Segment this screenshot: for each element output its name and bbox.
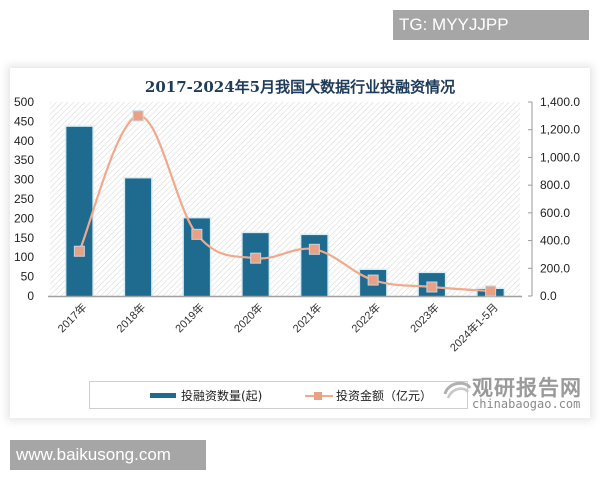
right-axis-tick: 1,400.0 (540, 95, 580, 109)
x-axis-tick: 2022年 (348, 300, 383, 335)
left-y-axis: 0 50 100 150 200 250 300 350 400 450 500 (14, 95, 34, 303)
tg-watermark-badge: TG: MYYJJPP (393, 10, 589, 40)
left-axis-tick: 0 (27, 289, 34, 303)
line-marker (73, 245, 85, 257)
left-axis-tick: 450 (14, 114, 34, 128)
bar (125, 178, 152, 296)
left-axis-tick: 150 (14, 231, 34, 245)
line-marker (308, 243, 320, 255)
left-axis-tick: 200 (14, 211, 34, 225)
line-marker (485, 285, 497, 297)
watermark-en-text: chinabaogao.com (472, 397, 581, 411)
site-watermark-badge: www.baikusong.com (10, 440, 206, 470)
line-marker (426, 281, 438, 293)
left-axis-tick: 50 (21, 270, 35, 284)
right-y-axis: 0.0 200.0 400.0 600.0 800.0 1,000.0 1,200.0 1,4… (528, 95, 580, 303)
chinabaogao-watermark: 观研报告网 chinabaogao.com (442, 372, 592, 412)
left-axis-tick: 400 (14, 134, 34, 148)
x-axis-tick: 2017年 (55, 300, 90, 335)
legend-bar-label: 投融资数量(起) (181, 389, 263, 403)
line-marker (191, 228, 203, 240)
right-axis-tick: 0.0 (540, 289, 557, 303)
right-axis-tick: 400.0 (540, 234, 570, 248)
x-axis-tick: 2018年 (113, 300, 148, 335)
left-axis-tick: 350 (14, 153, 34, 167)
left-axis-tick: 250 (14, 192, 34, 206)
x-axis-tick: 2023年 (407, 300, 442, 335)
legend-item-line: 投资金额（亿元） (305, 387, 432, 404)
chinabaogao-logo-icon (443, 381, 472, 399)
left-axis-tick: 300 (14, 173, 34, 187)
legend-item-bar: 投融资数量(起) (150, 387, 262, 404)
line-markers (73, 110, 497, 297)
legend-line-label: 投资金额（亿元） (336, 389, 433, 403)
bar (242, 233, 269, 296)
line-marker (367, 274, 379, 286)
chart-title: 2017-2024年5月我国大数据行业投融资情况 (144, 78, 456, 96)
line-marker (132, 110, 144, 122)
right-axis-tick: 600.0 (540, 206, 570, 220)
x-axis-tick: 2024年1-5月 (447, 300, 501, 354)
tg-label: TG: MYYJJPP (399, 15, 509, 34)
legend-bar-swatch-icon (150, 393, 176, 398)
x-axis-tick: 2021年 (290, 300, 325, 335)
line-marker (250, 252, 262, 264)
right-axis-tick: 200.0 (540, 261, 570, 275)
right-axis-tick: 1,000.0 (540, 150, 580, 164)
right-axis-tick: 1,200.0 (540, 123, 580, 137)
x-axis-tick: 2019年 (172, 300, 207, 335)
x-axis-tick-labels: 2017年 2018年 2019年 2020年 2021年 2022年 2023年 2024年… (55, 300, 501, 354)
plot-area (50, 102, 520, 296)
chart-legend: 投融资数量(起) 投资金额（亿元） (89, 381, 468, 409)
legend-line-swatch-icon (305, 391, 333, 401)
left-axis-tick: 100 (14, 250, 34, 264)
bar (66, 126, 93, 296)
right-axis-tick: 800.0 (540, 178, 570, 192)
left-axis-tick: 500 (14, 95, 34, 109)
site-label: www.baikusong.com (16, 445, 171, 464)
x-axis-tick: 2020年 (231, 300, 266, 335)
watermark-cn-text: 观研报告网 (472, 376, 582, 400)
